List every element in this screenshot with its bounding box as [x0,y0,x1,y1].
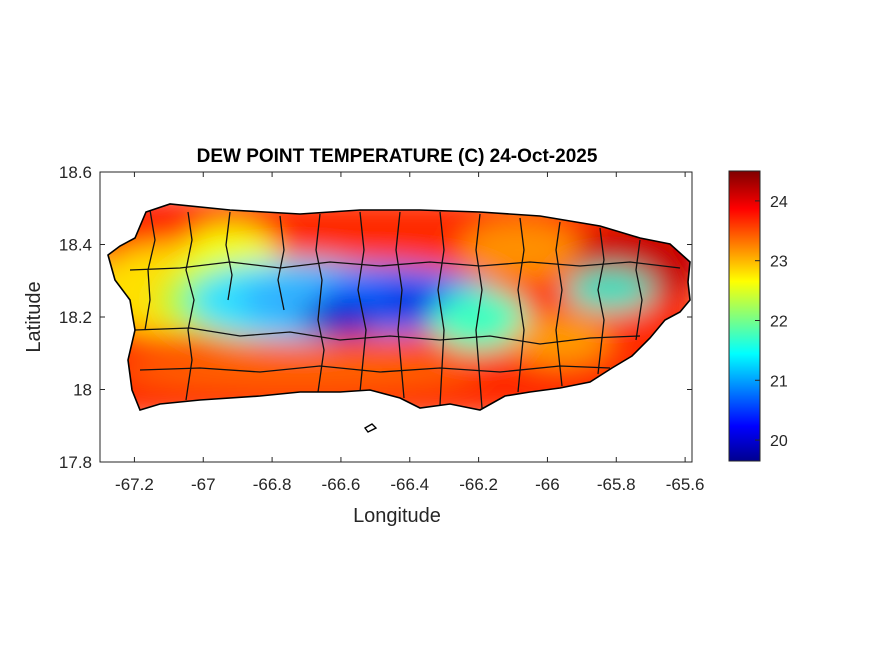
colorbar-tick-label: 21 [770,373,788,390]
colorbar-ticks: 20 21 22 23 24 [755,194,788,450]
x-tick-label: -66.2 [459,475,498,494]
x-axis-label: Longitude [353,505,441,527]
coastline [107,203,691,411]
y-tick-label: 18.2 [59,308,92,327]
x-tick-label: -65.6 [666,475,705,494]
x-tick-label: -66.6 [322,475,361,494]
x-axis: -67.2 -67 -66.8 -66.6 -66.4 -66.2 -66 -65.8 -65.… [115,172,704,494]
y-tick-label: 18.6 [59,163,92,182]
chart-title: DEW POINT TEMPERATURE (C) 24-Oct-2025 [197,146,598,167]
x-tick-label: -66 [535,475,560,494]
municipality-boundaries [129,209,681,409]
y-tick-label: 18 [73,381,92,400]
colorbar-tick-label: 22 [770,313,788,330]
caja-de-muertos-island [363,423,378,433]
x-tick-label: -66.8 [253,475,292,494]
x-tick-label: -67 [191,475,216,494]
y-tick-label: 18.4 [59,236,92,255]
colorbar [728,170,761,462]
colorbar-tick-label: 23 [770,254,788,271]
y-axis-label: Latitude [23,281,45,352]
colorbar-tick-label: 24 [770,194,788,211]
y-axis: 17.8 18 18.2 18.4 18.6 [59,163,692,472]
colorbar-tick-label: 20 [770,433,788,450]
y-tick-label: 17.8 [59,453,92,472]
x-tick-label: -65.8 [597,475,636,494]
x-tick-label: -67.2 [115,475,154,494]
dew-point-field [108,204,690,410]
x-tick-label: -66.4 [390,475,429,494]
